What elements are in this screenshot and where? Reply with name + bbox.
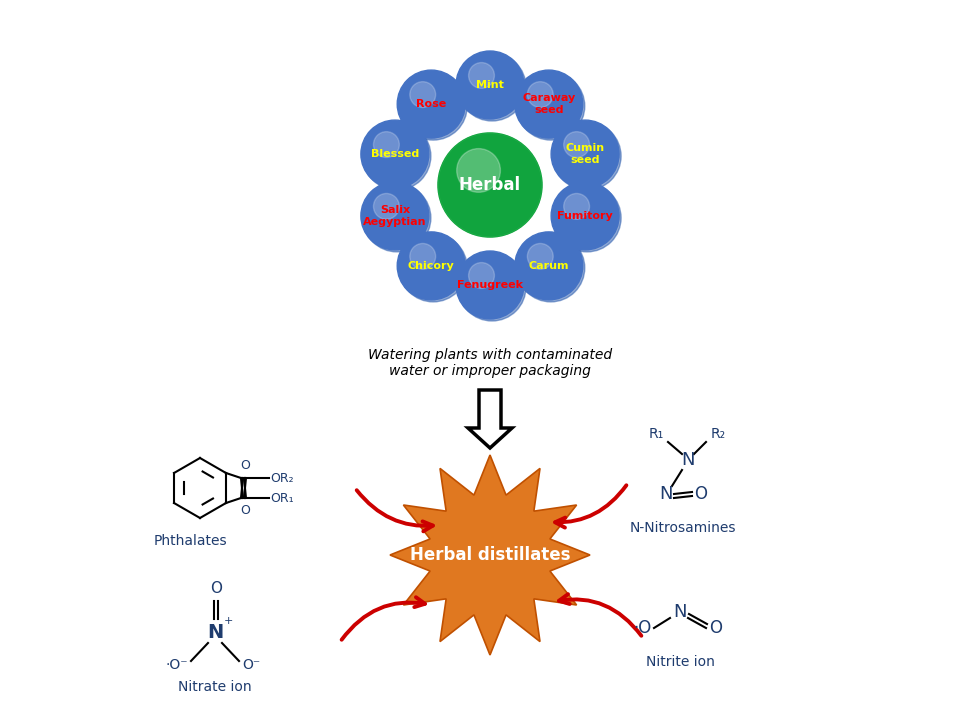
Circle shape (456, 251, 524, 319)
Text: Carum: Carum (529, 261, 569, 271)
Circle shape (551, 120, 620, 188)
Circle shape (456, 148, 501, 192)
Text: Nitrate ion: Nitrate ion (179, 680, 252, 694)
Circle shape (551, 182, 620, 250)
Circle shape (363, 184, 431, 252)
Text: O: O (240, 504, 250, 517)
Circle shape (469, 62, 494, 88)
Circle shape (458, 53, 526, 121)
Polygon shape (468, 390, 512, 448)
Circle shape (469, 262, 494, 288)
Text: Blessed: Blessed (371, 149, 419, 159)
Circle shape (410, 81, 435, 107)
Circle shape (373, 132, 400, 158)
Circle shape (458, 253, 526, 321)
Text: Mint: Mint (476, 80, 504, 90)
Circle shape (438, 133, 542, 237)
Text: N: N (207, 624, 223, 643)
Circle shape (514, 70, 583, 138)
Text: Herbal distillates: Herbal distillates (410, 546, 570, 564)
Text: OR₂: OR₂ (270, 472, 293, 484)
Circle shape (564, 194, 590, 219)
Text: O: O (695, 485, 707, 503)
Text: ·O⁻: ·O⁻ (166, 658, 188, 672)
Text: Rose: Rose (416, 99, 447, 109)
Text: Watering plants with contaminated
water or improper packaging: Watering plants with contaminated water … (368, 348, 612, 378)
Circle shape (514, 232, 583, 300)
Circle shape (410, 243, 435, 269)
Circle shape (553, 184, 621, 252)
Text: +: + (224, 616, 234, 626)
Text: Cumin
seed: Cumin seed (565, 144, 605, 165)
Text: Nitrite ion: Nitrite ion (646, 655, 714, 669)
Text: OR₁: OR₁ (270, 491, 293, 505)
Text: O⁻: O⁻ (242, 658, 261, 672)
Text: Herbal: Herbal (459, 176, 521, 194)
Circle shape (373, 194, 400, 219)
Circle shape (517, 234, 585, 302)
Circle shape (361, 182, 428, 250)
Text: Phthalates: Phthalates (153, 534, 227, 548)
Circle shape (553, 122, 621, 190)
Circle shape (398, 232, 465, 300)
Text: Salix
Aegyptian: Salix Aegyptian (363, 205, 427, 227)
Circle shape (361, 120, 428, 188)
Text: Fenugreek: Fenugreek (457, 280, 523, 290)
Circle shape (400, 234, 467, 302)
Circle shape (400, 72, 467, 140)
Circle shape (517, 72, 585, 140)
Text: O: O (709, 619, 723, 637)
Circle shape (527, 81, 553, 107)
Text: Chicory: Chicory (408, 261, 455, 271)
Circle shape (438, 133, 542, 237)
Circle shape (456, 51, 524, 119)
Circle shape (564, 132, 590, 158)
Text: N-Nitrosamines: N-Nitrosamines (630, 521, 736, 535)
Circle shape (398, 70, 465, 138)
Text: N: N (659, 485, 673, 503)
Text: O: O (240, 459, 250, 472)
Text: R₁: R₁ (648, 427, 664, 441)
Text: O: O (210, 581, 222, 596)
Circle shape (363, 122, 431, 190)
Circle shape (527, 243, 553, 269)
Text: N: N (674, 603, 687, 621)
Text: R₂: R₂ (710, 427, 726, 441)
Text: Caraway
seed: Caraway seed (522, 93, 575, 115)
Text: ·O: ·O (633, 619, 651, 637)
Polygon shape (390, 455, 590, 655)
Text: Fumitory: Fumitory (557, 211, 613, 221)
Text: N: N (681, 451, 695, 469)
